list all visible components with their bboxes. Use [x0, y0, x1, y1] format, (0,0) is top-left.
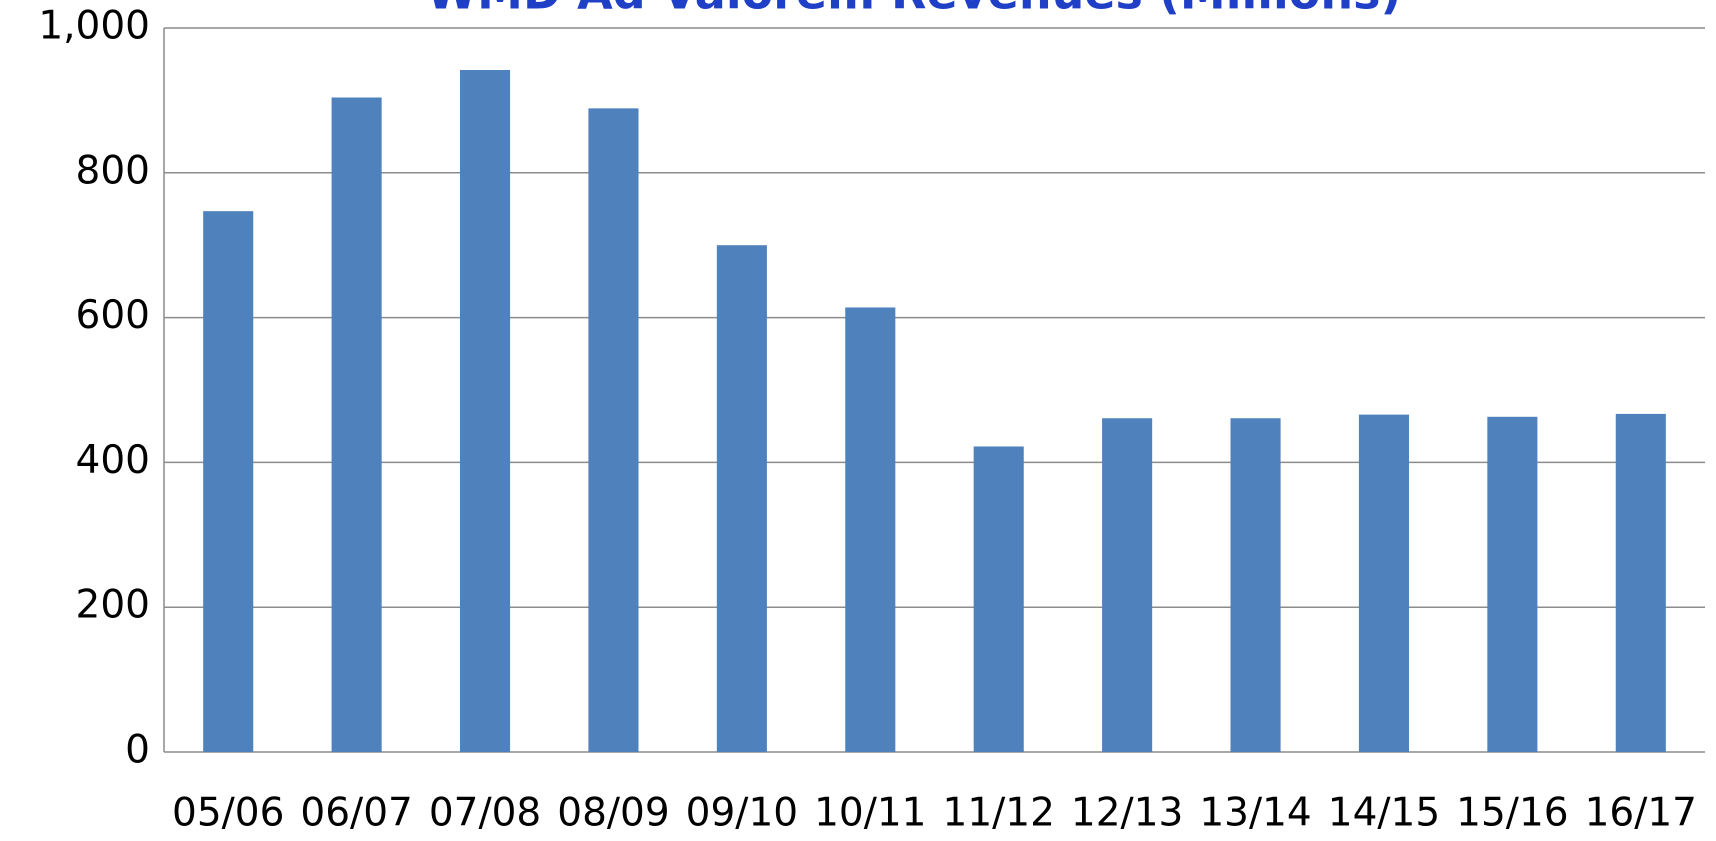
bar: [1358, 414, 1409, 752]
x-tick-label: 12/13: [1071, 791, 1183, 836]
y-tick-label: 1,000: [38, 4, 150, 49]
bar: [1230, 418, 1281, 752]
x-tick-label: 16/17: [1585, 791, 1697, 836]
x-tick-label: 13/14: [1199, 791, 1311, 836]
bar: [331, 97, 382, 752]
bar: [1487, 416, 1538, 752]
bar: [460, 69, 511, 752]
bar: [973, 446, 1024, 752]
bar: [588, 108, 639, 752]
x-tick-label: 06/07: [300, 791, 412, 836]
y-tick-label: 400: [76, 438, 150, 483]
bar: [203, 211, 254, 752]
x-tick-label: 14/15: [1328, 791, 1440, 836]
x-tick-label: 11/12: [943, 791, 1055, 836]
bar: [845, 307, 896, 752]
x-tick-label: 15/16: [1456, 791, 1568, 836]
x-tick-label: 10/11: [814, 791, 926, 836]
x-tick-label: 08/09: [557, 791, 669, 836]
y-tick-label: 600: [76, 293, 150, 338]
x-tick-label: 07/08: [429, 791, 541, 836]
y-tick-label: 200: [76, 583, 150, 628]
y-tick-label: 0: [125, 728, 150, 773]
bar: [716, 245, 767, 752]
bar: [1102, 418, 1153, 752]
x-tick-label: 09/10: [686, 791, 798, 836]
chart-title: WMD Ad Valorem Revenues (Millions): [426, 0, 1401, 20]
x-tick-label: 05/06: [172, 791, 284, 836]
y-tick-label: 800: [76, 148, 150, 193]
bar: [1615, 413, 1666, 752]
